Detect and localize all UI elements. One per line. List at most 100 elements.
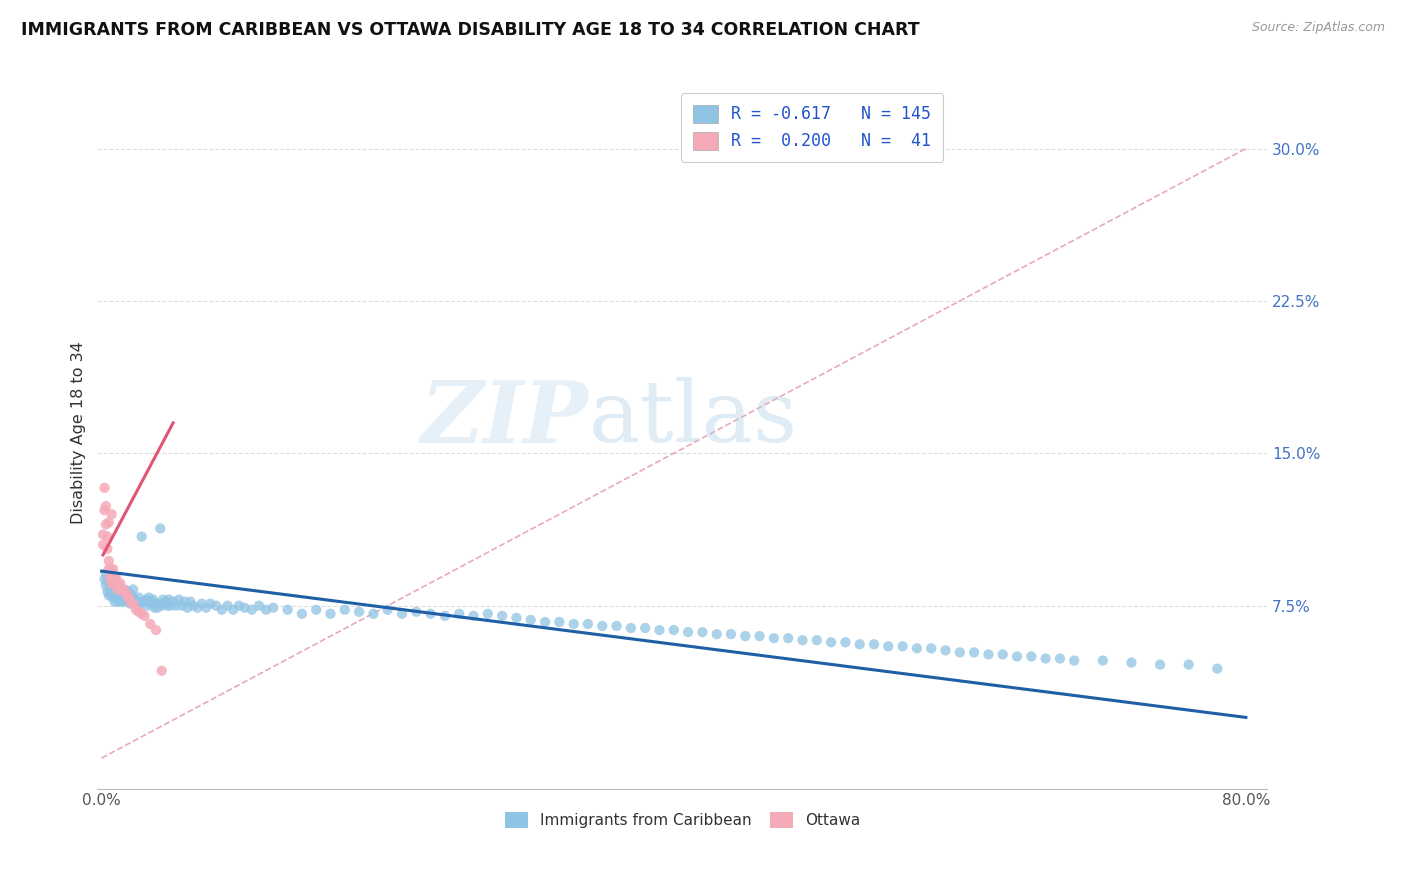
Point	[100, 508, 122, 522]
Point	[157, 592, 180, 607]
Point	[131, 607, 153, 621]
Point	[159, 599, 181, 613]
Point	[433, 608, 456, 623]
Point	[519, 613, 541, 627]
Point	[1206, 662, 1229, 676]
Point	[905, 641, 928, 656]
Point	[136, 599, 159, 613]
Point	[734, 629, 756, 643]
Point	[991, 648, 1014, 662]
Point	[138, 591, 160, 605]
Point	[103, 582, 125, 597]
Point	[142, 592, 165, 607]
Point	[228, 599, 250, 613]
Point	[319, 607, 342, 621]
Point	[195, 600, 218, 615]
Point	[96, 541, 118, 556]
Point	[110, 582, 132, 597]
Point	[145, 623, 167, 637]
Point	[167, 592, 190, 607]
Point	[134, 594, 156, 608]
Point	[211, 603, 233, 617]
Point	[97, 576, 120, 591]
Point	[110, 584, 132, 599]
Point	[205, 599, 228, 613]
Point	[762, 631, 785, 645]
Point	[114, 582, 136, 597]
Point	[217, 599, 239, 613]
Point	[648, 623, 671, 637]
Point	[94, 517, 117, 532]
Point	[122, 582, 145, 597]
Point	[139, 617, 162, 632]
Point	[591, 619, 613, 633]
Point	[121, 594, 143, 608]
Point	[111, 582, 134, 597]
Point	[606, 619, 628, 633]
Point	[111, 592, 134, 607]
Point	[100, 589, 122, 603]
Point	[170, 599, 193, 613]
Point	[114, 592, 136, 607]
Point	[877, 640, 900, 654]
Point	[949, 645, 972, 659]
Point	[162, 594, 184, 608]
Point	[120, 594, 142, 608]
Point	[135, 592, 157, 607]
Point	[505, 611, 527, 625]
Point	[117, 594, 139, 608]
Point	[96, 584, 118, 599]
Point	[363, 607, 385, 621]
Point	[620, 621, 643, 635]
Point	[240, 603, 263, 617]
Point	[128, 591, 150, 605]
Point	[118, 592, 141, 607]
Point	[124, 592, 146, 607]
Point	[1049, 651, 1071, 665]
Point	[247, 599, 270, 613]
Point	[110, 594, 132, 608]
Point	[120, 586, 142, 600]
Point	[93, 503, 115, 517]
Point	[101, 581, 124, 595]
Point	[127, 599, 149, 613]
Point	[98, 582, 121, 597]
Point	[101, 591, 124, 605]
Point	[173, 594, 195, 608]
Point	[463, 608, 485, 623]
Text: ZIP: ZIP	[420, 377, 589, 460]
Point	[120, 597, 142, 611]
Point	[97, 554, 120, 568]
Point	[91, 538, 114, 552]
Point	[186, 600, 208, 615]
Point	[1149, 657, 1171, 672]
Point	[233, 600, 256, 615]
Point	[114, 584, 136, 599]
Point	[131, 530, 153, 544]
Point	[491, 608, 513, 623]
Point	[391, 607, 413, 621]
Point	[91, 527, 114, 541]
Point	[93, 481, 115, 495]
Point	[98, 570, 121, 584]
Point	[125, 603, 148, 617]
Point	[101, 562, 124, 576]
Point	[634, 621, 657, 635]
Point	[1063, 654, 1085, 668]
Point	[105, 582, 128, 597]
Point	[692, 625, 714, 640]
Point	[863, 637, 886, 651]
Point	[94, 499, 117, 513]
Point	[191, 597, 214, 611]
Point	[200, 597, 222, 611]
Point	[720, 627, 742, 641]
Point	[100, 570, 122, 584]
Point	[152, 592, 174, 607]
Point	[934, 643, 956, 657]
Point	[98, 570, 121, 584]
Point	[111, 582, 134, 597]
Point	[125, 597, 148, 611]
Point	[778, 631, 800, 645]
Point	[118, 591, 141, 605]
Point	[1035, 651, 1057, 665]
